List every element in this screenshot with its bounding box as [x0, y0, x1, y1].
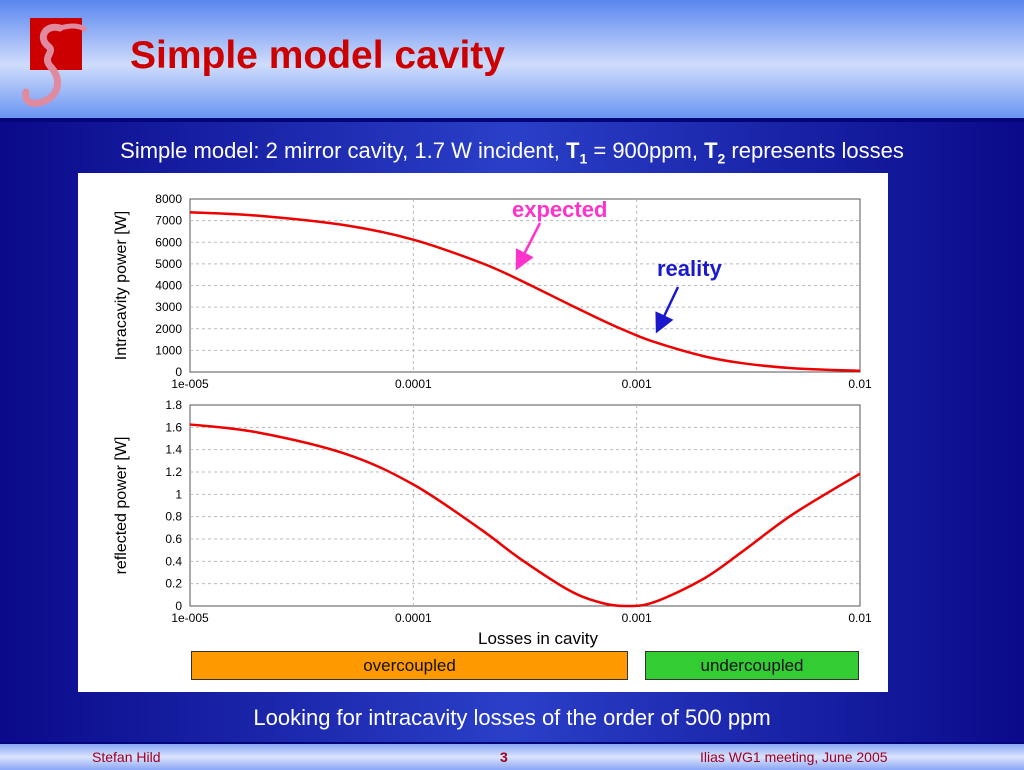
t1-subscript: 1	[579, 150, 588, 167]
y-tick-label: 5000	[155, 257, 182, 271]
footer-event: Ilias WG1 meeting, June 2005	[700, 749, 888, 765]
y-tick-label: 6000	[155, 235, 182, 249]
y-tick-label: 2000	[155, 322, 182, 336]
y-axis-label: reflected power [W]	[113, 437, 130, 575]
conclusion-text: Looking for intracavity losses of the or…	[253, 705, 771, 730]
series-line	[189, 423, 861, 608]
annotation-reality: reality	[657, 256, 722, 281]
plot-area	[189, 198, 861, 373]
x-tick-label: 0.001	[622, 611, 652, 625]
y-tick-label: 3000	[155, 300, 182, 314]
x-tick-label: 0.0001	[395, 377, 432, 391]
subtitle-text: Simple model: 2 mirror cavity, 1.7 W inc…	[120, 138, 566, 163]
y-tick-label: 1000	[155, 343, 182, 357]
y-tick-label: 1	[175, 487, 182, 501]
y-tick-label: 0.8	[165, 510, 182, 524]
x-tick-label: 1e-005	[171, 377, 209, 391]
reality-arrow	[655, 286, 680, 334]
footer: Stefan Hild 3 Ilias WG1 meeting, June 20…	[0, 742, 1024, 770]
y-tick-label: 7000	[155, 214, 182, 228]
page-number: 3	[500, 749, 508, 765]
series-line	[189, 210, 861, 373]
slide-title: Simple model cavity	[130, 34, 505, 77]
y-tick-label: 1.4	[165, 443, 182, 457]
footer-author: Stefan Hild	[92, 749, 161, 765]
logo-icon	[22, 18, 88, 107]
x-tick-label: 1e-005	[171, 611, 209, 625]
y-axis-label: Intracavity power [W]	[113, 211, 130, 360]
x-axis-label: Losses in cavity	[478, 629, 598, 648]
y-tick-label: 1.6	[165, 420, 182, 434]
plot-area	[189, 404, 861, 607]
chart-panel: 0 1000 2000 3000 4000 5000 6000 7000 8000 1e-005 0…	[78, 173, 888, 692]
annotation-expected: expected	[512, 197, 608, 222]
x-tick-label: 0.001	[622, 377, 652, 391]
y-tick-label: 0.6	[165, 532, 182, 546]
overcoupled-bar: overcoupled	[191, 651, 628, 680]
x-tick-label: 0.01	[848, 377, 872, 391]
t2-symbol: T	[704, 138, 718, 163]
t2-subscript: 2	[717, 150, 726, 167]
y-tick-label: 4000	[155, 279, 182, 293]
slide-header: Simple model cavity	[0, 0, 1024, 122]
undercoupled-bar: undercoupled	[645, 651, 859, 680]
y-tick-label: 8000	[155, 192, 182, 206]
subtitle-text: represents losses	[725, 138, 904, 163]
y-tick-label: 0.4	[165, 554, 182, 568]
expected-arrow	[515, 222, 542, 271]
t1-symbol: T	[566, 138, 580, 163]
subtitle-text: = 900ppm,	[587, 138, 705, 163]
y-tick-label: 1.8	[165, 398, 182, 412]
x-tick-label: 0.01	[848, 611, 872, 625]
subtitle: Simple model: 2 mirror cavity, 1.7 W inc…	[0, 138, 1024, 166]
y-tick-label: 0.2	[165, 577, 182, 591]
y-tick-label: 0	[175, 365, 182, 379]
x-tick-label: 0.0001	[395, 611, 432, 625]
y-tick-label: 0	[175, 599, 182, 613]
y-tick-label: 1.2	[165, 465, 182, 479]
